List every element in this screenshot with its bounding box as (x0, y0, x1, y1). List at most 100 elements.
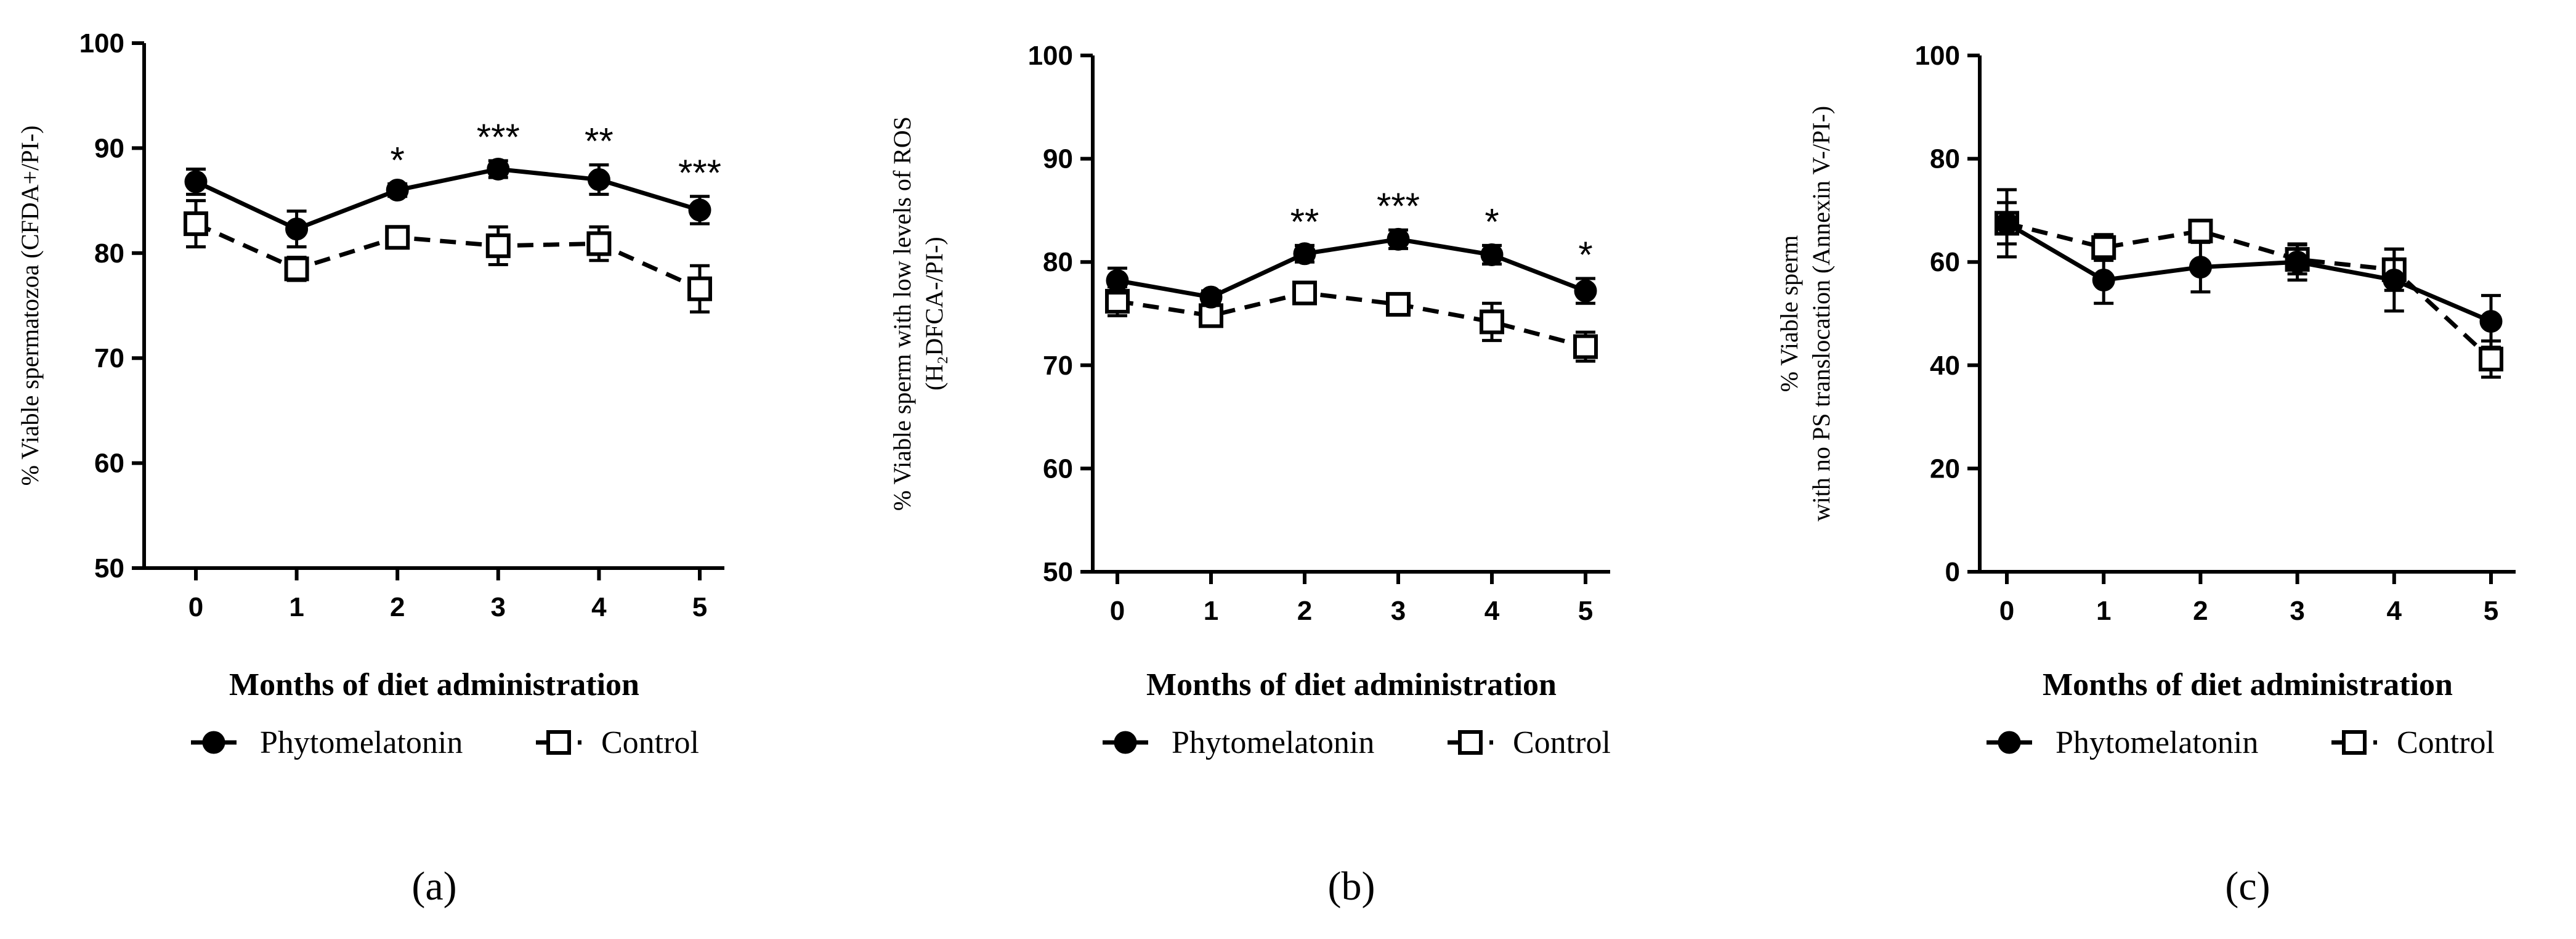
x-tick-label: 0 (188, 592, 203, 622)
y-tick-label: 60 (1043, 453, 1073, 484)
panel-label: (b) (1328, 864, 1375, 909)
y-tick-label: 50 (1043, 557, 1073, 587)
x-tick-label: 3 (2290, 596, 2304, 626)
control-point (1386, 291, 1411, 317)
x-tick-label: 5 (2484, 596, 2498, 626)
y-tick-label: 80 (94, 238, 124, 269)
control-point (1292, 280, 1317, 306)
y-tick-label: 20 (1930, 453, 1960, 484)
legend-control-label: Control (601, 725, 699, 760)
x-tick-label: 1 (289, 592, 304, 622)
legend-phytomelatonin-label: Phytomelatonin (1172, 725, 1374, 760)
control-point (2479, 346, 2503, 372)
y-tick-label: 70 (94, 343, 124, 373)
y-tick-label: 70 (1043, 351, 1073, 381)
phytomelatonin-point (487, 157, 510, 181)
phytomelatonin-line (2006, 221, 2492, 323)
x-axis-title: Months of diet administration (229, 667, 639, 702)
phytomelatonin-point (2286, 250, 2309, 274)
phytomelatonin-point (2479, 310, 2503, 333)
legend-control-marker (1458, 730, 1483, 755)
significance-marker: ** (1290, 201, 1319, 242)
x-tick-label: 5 (1578, 596, 1593, 626)
control-point (1480, 309, 1504, 335)
panel-label: (c) (2225, 864, 2270, 909)
y-tick-label: 0 (1945, 557, 1960, 587)
legend-control-marker (546, 730, 571, 755)
series-phytomelatonin (184, 157, 711, 249)
x-tick-label: 2 (1297, 596, 1312, 626)
phytomelatonin-point (2092, 269, 2115, 292)
legend-phytomelatonin-label: Phytomelatonin (2056, 725, 2258, 760)
legend-phytomelatonin-marker (202, 731, 225, 754)
significance-marker: * (391, 139, 405, 181)
x-tick-label: 4 (591, 592, 607, 622)
x-tick-label: 2 (390, 592, 405, 622)
significance-marker: *** (678, 152, 721, 193)
phytomelatonin-line (195, 166, 701, 232)
chart-panel-a: 50 60 70 80 90 100 0 1 2 3 4 5 Months of diet admini… (16, 28, 724, 909)
phytomelatonin-point (2189, 256, 2212, 279)
x-tick-label: 0 (1999, 596, 2014, 626)
legend-phytomelatonin-marker (1114, 731, 1137, 754)
phytomelatonin-point (1293, 242, 1316, 266)
phytomelatonin-point (1480, 243, 1504, 266)
x-tick-label: 4 (2387, 596, 2402, 626)
legend-phytomelatonin-marker (1998, 731, 2021, 754)
legend-phytomelatonin-label: Phytomelatonin (260, 725, 463, 760)
significance-marker: *** (477, 116, 520, 158)
x-tick-label: 0 (1110, 596, 1125, 626)
y-tick-label: 40 (1930, 351, 1960, 381)
phytomelatonin-point (1199, 285, 1223, 309)
legend: Phytomelatonin Control (191, 725, 699, 760)
y-tick-label: 90 (1043, 144, 1073, 174)
chart-panel-b: 50 60 70 80 90 100 0 1 2 3 4 5 Months of diet admini… (888, 41, 1611, 909)
control-line (1117, 290, 1586, 349)
control-point (284, 256, 309, 282)
phytomelatonin-point (2383, 269, 2406, 292)
y-axis-title: with no PS translocation (Annexin V-/PI-… (1807, 106, 1835, 521)
y-tick-label: 80 (1930, 144, 1960, 174)
y-tick-label: 60 (1930, 247, 1960, 277)
phytomelatonin-line (1117, 237, 1587, 299)
y-tick-label: 80 (1043, 247, 1073, 277)
x-tick-label: 5 (692, 592, 707, 622)
control-point (687, 276, 712, 301)
control-line (195, 221, 701, 291)
series-control (1995, 201, 2503, 379)
control-point (485, 233, 511, 258)
phytomelatonin-point (184, 170, 208, 193)
x-tick-label: 1 (1204, 596, 1218, 626)
legend-control-label: Control (1513, 725, 1611, 760)
control-point (2091, 235, 2116, 260)
control-point (586, 231, 612, 256)
y-axis-title: (H₂DFCA-/PI-) (920, 237, 948, 391)
phytomelatonin-point (688, 198, 711, 222)
y-tick-label: 100 (79, 28, 124, 59)
legend-control-label: Control (2397, 725, 2495, 760)
control-point (385, 225, 410, 250)
phytomelatonin-point (1106, 269, 1129, 292)
legend-control-marker (2342, 730, 2367, 755)
phytomelatonin-point (1995, 211, 2019, 235)
legend: Phytomelatonin Control (1987, 725, 2495, 760)
phytomelatonin-point (1574, 279, 1597, 303)
y-tick-label: 100 (1028, 41, 1073, 71)
y-tick-label: 50 (94, 553, 124, 583)
series-phytomelatonin (1106, 227, 1597, 309)
x-tick-label: 1 (2096, 596, 2111, 626)
phytomelatonin-point (587, 168, 610, 192)
x-axis-title: Months of diet administration (2043, 667, 2453, 702)
y-axis-title: % Viable sperm (1775, 235, 1803, 392)
control-point (1573, 334, 1598, 359)
x-tick-label: 3 (491, 592, 506, 622)
x-tick-label: 3 (1391, 596, 1406, 626)
control-point (184, 211, 208, 237)
panel-label: (a) (411, 864, 456, 909)
y-tick-label: 90 (94, 133, 124, 163)
series-phytomelatonin (1995, 188, 2503, 349)
phytomelatonin-point (386, 179, 409, 202)
significance-marker: * (1578, 234, 1592, 275)
control-point (2188, 218, 2213, 243)
